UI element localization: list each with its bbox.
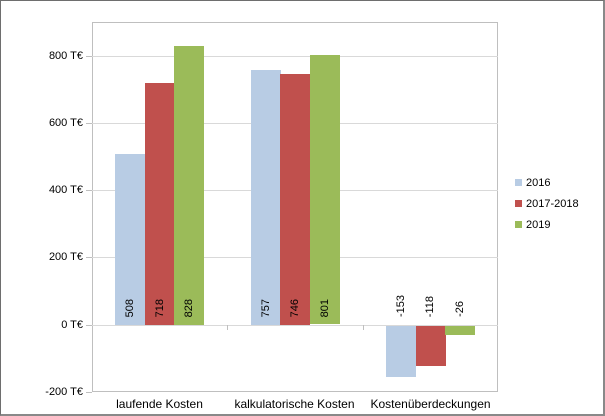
bar-data-label: 801 [319, 298, 331, 317]
legend: 2016 2017-2018 2019 [515, 172, 579, 235]
bar-2016 [386, 326, 416, 377]
bar-2017-2018 [145, 83, 175, 325]
y-axis-tick [86, 123, 92, 124]
y-axis-tick-label: 800 T€ [48, 50, 83, 62]
bar-data-label: 718 [154, 298, 166, 317]
legend-item-2017-2018: 2017-2018 [515, 193, 579, 214]
legend-label: 2019 [526, 218, 551, 231]
y-axis-tick [86, 56, 92, 57]
bar-2016 [115, 154, 145, 325]
y-axis-tick-label: 400 T€ [48, 184, 83, 196]
bar-data-label: -26 [454, 301, 466, 317]
y-axis-tick [86, 325, 92, 326]
legend-item-2019: 2019 [515, 214, 579, 235]
y-axis-tick [86, 257, 92, 258]
legend-swatch-icon [515, 221, 522, 228]
bar-2019 [310, 55, 340, 324]
gridline [92, 325, 498, 326]
legend-label: 2016 [526, 176, 551, 189]
bar-2017-2018 [416, 326, 446, 366]
bar-data-label: 746 [289, 298, 301, 317]
bar-data-label: 757 [260, 298, 272, 317]
y-axis-tick [86, 392, 92, 393]
legend-item-2016: 2016 [515, 172, 579, 193]
bar-2016 [251, 70, 281, 325]
category-axis-tick [363, 325, 364, 330]
bar-data-label: 508 [124, 298, 136, 317]
y-axis-tick-label: -200 T€ [45, 386, 83, 398]
bar-data-label: 828 [183, 298, 195, 317]
legend-swatch-icon [515, 200, 522, 207]
y-axis-tick [86, 190, 92, 191]
y-axis-tick-label: 200 T€ [48, 251, 83, 263]
gridline [92, 56, 498, 57]
category-axis-tick [227, 325, 228, 330]
bar-data-label: -118 [424, 295, 436, 317]
category-label: kalkulatorische Kosten [234, 397, 355, 411]
category-label: Kostenüberdeckungen [370, 397, 491, 411]
bar-2019 [445, 326, 475, 335]
bar-data-label: -153 [395, 294, 407, 317]
bar-2019 [174, 46, 204, 325]
bar-2017-2018 [280, 74, 310, 325]
plot-area [92, 22, 498, 392]
category-label: laufende Kosten [116, 397, 203, 411]
legend-label: 2017-2018 [526, 197, 579, 210]
y-axis-tick-label: 0 T€ [61, 319, 83, 331]
y-axis-tick-label: 600 T€ [48, 117, 83, 129]
legend-swatch-icon [515, 179, 522, 186]
